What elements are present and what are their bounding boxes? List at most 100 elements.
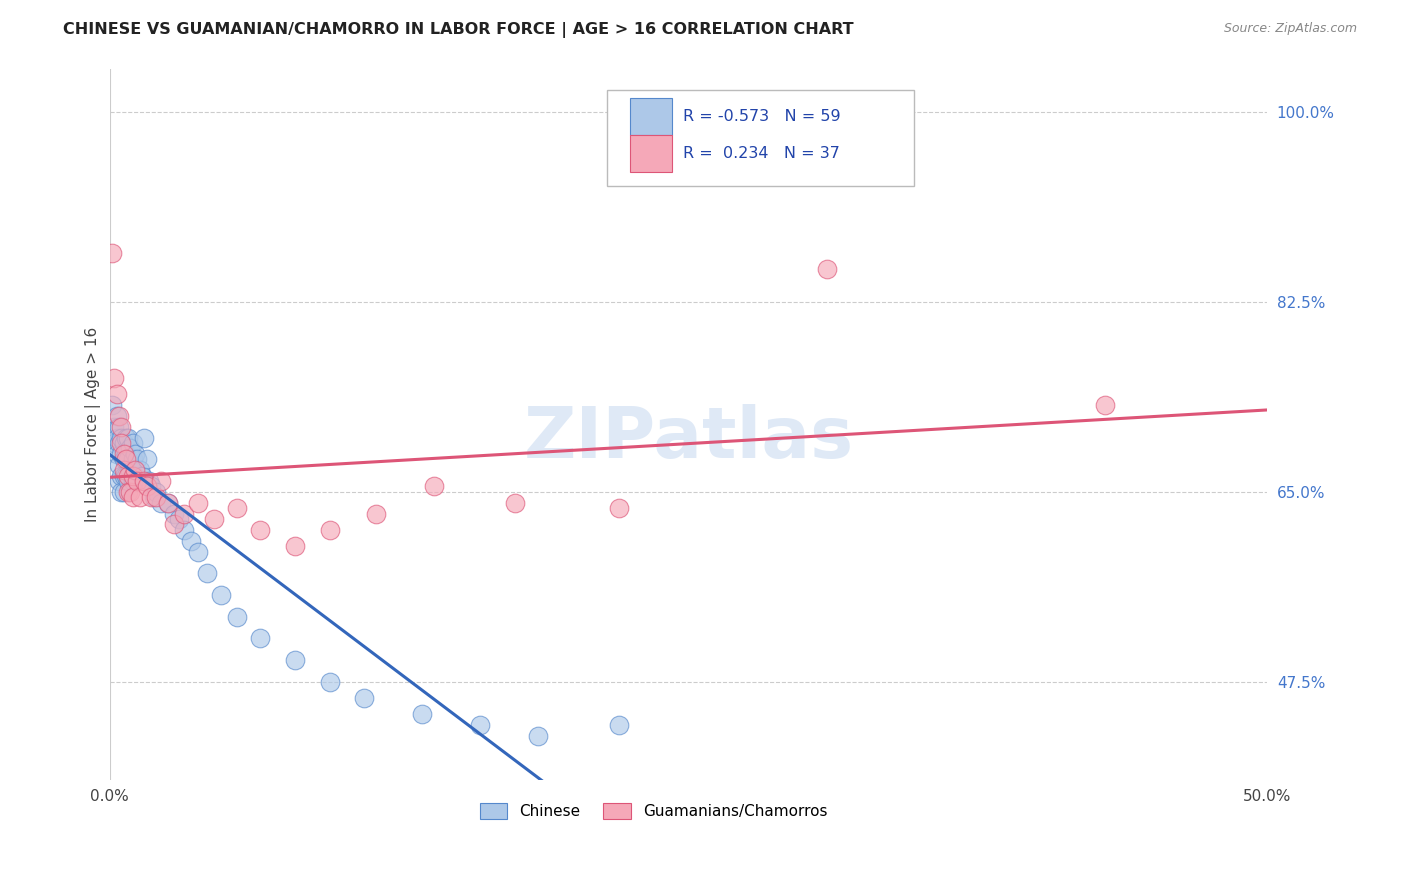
Point (815, 262, 838, 277)
Point (284, 539, 307, 553)
Point (202, 512, 225, 526)
Point (121, 468, 143, 483)
Point (110, 447, 132, 461)
Point (112, 463, 135, 477)
Point (112, 452, 135, 467)
Point (103, 436, 125, 450)
Point (110, 484, 132, 499)
Point (105, 447, 128, 461)
Point (527, 729, 550, 743)
Point (124, 447, 146, 461)
Point (195, 566, 218, 581)
Point (108, 458, 131, 472)
Legend: Chinese, Guamanians/Chamorros: Chinese, Guamanians/Chamorros (474, 797, 834, 825)
Point (149, 474, 172, 488)
Point (503, 496, 526, 510)
Point (105, 387, 128, 401)
Point (607, 718, 630, 732)
Point (141, 479, 163, 493)
Point (411, 707, 433, 722)
Point (187, 544, 209, 558)
Point (121, 491, 143, 505)
Point (249, 523, 271, 537)
Point (108, 436, 131, 450)
Point (121, 474, 143, 488)
Point (226, 609, 249, 624)
Point (173, 523, 195, 537)
Point (127, 474, 149, 488)
Point (128, 491, 150, 505)
Point (121, 436, 143, 450)
Point (110, 419, 132, 434)
Point (114, 468, 136, 483)
Point (141, 491, 163, 505)
FancyBboxPatch shape (630, 97, 672, 135)
Point (138, 474, 160, 488)
Point (422, 479, 444, 493)
Point (180, 533, 202, 548)
Point (607, 501, 630, 516)
Point (117, 484, 139, 499)
Text: Source: ZipAtlas.com: Source: ZipAtlas.com (1223, 22, 1357, 36)
Point (127, 452, 149, 467)
Point (120, 463, 142, 477)
Point (105, 431, 128, 445)
Point (209, 588, 232, 602)
Point (112, 447, 135, 461)
Point (114, 447, 136, 461)
Point (117, 474, 139, 488)
Point (112, 484, 135, 499)
Point (117, 468, 139, 483)
Point (110, 436, 132, 450)
Point (117, 452, 139, 467)
Point (468, 718, 491, 732)
Point (284, 653, 307, 667)
Point (163, 517, 186, 532)
Point (131, 468, 153, 483)
Point (353, 691, 375, 706)
Y-axis label: In Labor Force | Age > 16: In Labor Force | Age > 16 (86, 326, 101, 522)
Point (135, 479, 157, 493)
Point (364, 507, 387, 521)
Point (149, 496, 172, 510)
Point (105, 409, 128, 423)
Point (142, 491, 165, 505)
Point (110, 431, 132, 445)
Point (117, 431, 139, 445)
Point (318, 674, 340, 689)
Point (1094, 398, 1116, 412)
Point (124, 468, 146, 483)
Point (101, 246, 124, 260)
Point (134, 474, 156, 488)
Point (156, 496, 179, 510)
FancyBboxPatch shape (630, 136, 672, 172)
Text: CHINESE VS GUAMANIAN/CHAMORRO IN LABOR FORCE | AGE > 16 CORRELATION CHART: CHINESE VS GUAMANIAN/CHAMORRO IN LABOR F… (63, 22, 853, 38)
Point (121, 452, 143, 467)
Point (108, 419, 131, 434)
Point (135, 452, 157, 467)
FancyBboxPatch shape (607, 90, 914, 186)
Point (110, 468, 132, 483)
Point (249, 632, 271, 646)
Text: R = -0.573   N = 59: R = -0.573 N = 59 (682, 109, 841, 123)
Point (108, 409, 131, 423)
Text: R =  0.234   N = 37: R = 0.234 N = 37 (682, 146, 839, 161)
Point (187, 496, 209, 510)
Point (114, 431, 136, 445)
Point (103, 371, 125, 385)
Text: ZIPatlas: ZIPatlas (523, 404, 853, 473)
Point (145, 491, 167, 505)
Point (145, 484, 167, 499)
Point (120, 484, 142, 499)
Point (108, 474, 131, 488)
Point (124, 463, 146, 477)
Point (101, 398, 124, 412)
Point (103, 419, 125, 434)
Point (112, 436, 135, 450)
Point (112, 468, 135, 483)
Point (156, 496, 179, 510)
Point (127, 474, 149, 488)
Point (128, 463, 150, 477)
Point (163, 507, 186, 521)
Point (318, 523, 340, 537)
